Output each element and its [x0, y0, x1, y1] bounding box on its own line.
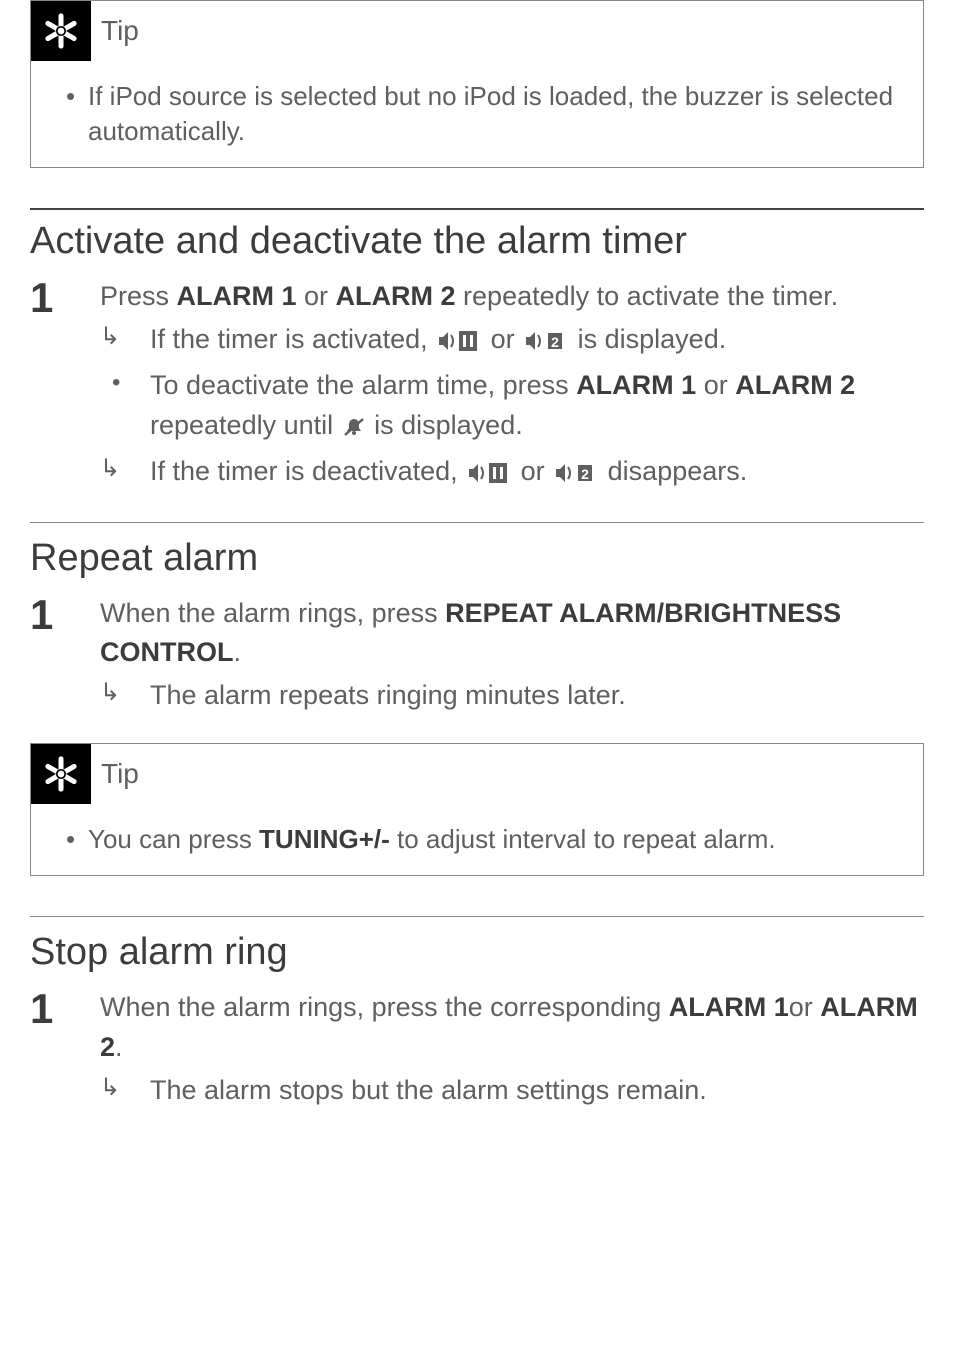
- section-repeat: Repeat alarm 1 When the alarm rings, pre…: [30, 522, 924, 715]
- sub-result: ↳ The alarm repeats ringing minutes late…: [100, 676, 924, 715]
- text: disappears.: [600, 456, 747, 486]
- section-activate: Activate and deactivate the alarm timer …: [30, 208, 924, 494]
- speaker2-icon: 2: [524, 323, 568, 362]
- bell-off-icon: [343, 409, 365, 448]
- sub-text: If the timer is deactivated, or 2 disapp…: [150, 452, 924, 494]
- section-title-stop: Stop alarm ring: [30, 931, 924, 974]
- text: is displayed.: [570, 324, 726, 354]
- speaker1-icon: [437, 323, 481, 362]
- text: repeatedly to activate the timer.: [456, 281, 839, 311]
- text: or: [483, 324, 522, 354]
- step-number: 1: [30, 277, 100, 319]
- section-stop: Stop alarm ring 1 When the alarm rings, …: [30, 916, 924, 1109]
- arrow-icon: ↳: [100, 320, 150, 355]
- step-1: 1 Press ALARM 1 or ALARM 2 repeatedly to…: [30, 277, 924, 494]
- tip-label: Tip: [91, 758, 139, 790]
- section-title-repeat: Repeat alarm: [30, 537, 924, 580]
- divider: [30, 916, 924, 917]
- alarm1-label: ALARM 1: [576, 370, 696, 400]
- text: To deactivate the alarm time, press: [150, 370, 576, 400]
- divider: [30, 522, 924, 523]
- text: or: [789, 992, 821, 1022]
- step-number: 1: [30, 594, 100, 636]
- tip-header: Tip: [31, 744, 923, 804]
- speaker2-icon: 2: [554, 455, 598, 494]
- text: Press: [100, 281, 177, 311]
- divider: [30, 208, 924, 210]
- speaker1-icon: [467, 455, 511, 494]
- sub-text: The alarm repeats ringing minutes later.: [150, 676, 924, 715]
- asterisk-icon: [31, 744, 91, 804]
- alarm2-label: ALARM 2: [735, 370, 855, 400]
- text: or: [513, 456, 552, 486]
- alarm2-label: ALARM 2: [336, 281, 456, 311]
- text: .: [233, 637, 241, 667]
- step-1: 1 When the alarm rings, press the corres…: [30, 988, 924, 1109]
- section-title-activate: Activate and deactivate the alarm timer: [30, 220, 924, 263]
- text: to adjust interval to repeat alarm.: [390, 824, 776, 854]
- text: If the timer is activated,: [150, 324, 435, 354]
- arrow-icon: ↳: [100, 1071, 150, 1106]
- tip-label: Tip: [91, 15, 139, 47]
- text: When the alarm rings, press the correspo…: [100, 992, 669, 1022]
- step-number: 1: [30, 988, 100, 1030]
- step-body: When the alarm rings, press REPEAT ALARM…: [100, 594, 924, 715]
- sub-text: To deactivate the alarm time, press ALAR…: [150, 366, 924, 447]
- text: or: [696, 370, 735, 400]
- tip-box-2: Tip You can press TUNING+/- to adjust in…: [30, 743, 924, 876]
- sub-result: ↳ If the timer is deactivated, or 2 disa…: [100, 452, 924, 494]
- tip-text: If iPod source is selected but no iPod i…: [66, 79, 898, 149]
- asterisk-icon: [31, 1, 91, 61]
- arrow-icon: ↳: [100, 676, 150, 711]
- tip-body: If iPod source is selected but no iPod i…: [31, 61, 923, 167]
- text: When the alarm rings, press: [100, 598, 445, 628]
- tip-box-1: Tip If iPod source is selected but no iP…: [30, 0, 924, 168]
- svg-text:2: 2: [581, 466, 589, 482]
- sub-result: ↳ If the timer is activated, or 2 is dis…: [100, 320, 924, 362]
- step-1: 1 When the alarm rings, press REPEAT ALA…: [30, 594, 924, 715]
- text: or: [297, 281, 336, 311]
- tuning-label: TUNING+/-: [259, 824, 390, 854]
- text: .: [115, 1032, 123, 1062]
- tip-text: You can press TUNING+/- to adjust interv…: [66, 822, 898, 857]
- bullet-icon: [100, 366, 150, 401]
- text: is displayed.: [367, 410, 523, 440]
- text: You can press: [88, 824, 259, 854]
- step-body: Press ALARM 1 or ALARM 2 repeatedly to a…: [100, 277, 924, 494]
- alarm1-label: ALARM 1: [177, 281, 297, 311]
- step-body: When the alarm rings, press the correspo…: [100, 988, 924, 1109]
- svg-text:2: 2: [551, 334, 559, 350]
- sub-bullet: To deactivate the alarm time, press ALAR…: [100, 366, 924, 447]
- alarm1-label: ALARM 1: [669, 992, 789, 1022]
- sub-result: ↳ The alarm stops but the alarm settings…: [100, 1071, 924, 1110]
- sub-text: If the timer is activated, or 2 is displ…: [150, 320, 924, 362]
- sub-text: The alarm stops but the alarm settings r…: [150, 1071, 924, 1110]
- tip-body: You can press TUNING+/- to adjust interv…: [31, 804, 923, 875]
- text: repeatedly until: [150, 410, 341, 440]
- arrow-icon: ↳: [100, 452, 150, 487]
- tip-header: Tip: [31, 1, 923, 61]
- text: If the timer is deactivated,: [150, 456, 465, 486]
